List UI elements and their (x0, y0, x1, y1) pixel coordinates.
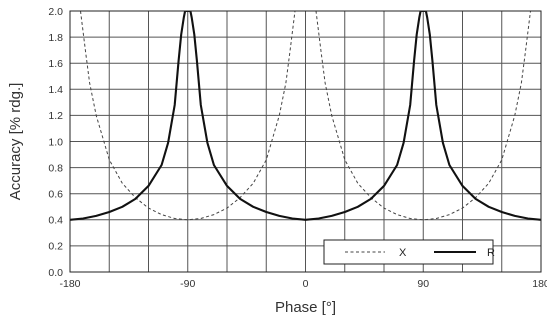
y-tick-labels: 0.0 0.2 0.4 0.6 0.8 1.0 1.2 1.4 1.6 1.8 2.0 (48, 6, 63, 279)
x-tick-label: 90 (417, 278, 429, 290)
y-tick-label: 1.6 (48, 58, 63, 70)
plot-frame (69, 10, 542, 273)
y-tick-label: 1.2 (48, 110, 63, 122)
x-tick-labels: -180 -90 0 90 180 (59, 278, 547, 290)
grid (69, 10, 542, 273)
y-tick-label: 2.0 (48, 6, 63, 18)
y-tick-label: 0.6 (48, 189, 63, 201)
y-tick-label: 1.0 (48, 136, 63, 148)
x-axis-label: Phase [°] (275, 299, 336, 316)
y-tick-label: 1.4 (48, 84, 63, 96)
x-tick-label: -180 (59, 278, 80, 290)
y-tick-label: 0.0 (48, 267, 63, 279)
x-tick-label: -90 (180, 278, 195, 290)
x-tick-label: 180 (532, 278, 547, 290)
legend: X R (323, 239, 495, 265)
series-line-r (70, 11, 541, 221)
y-tick-label: 1.8 (48, 32, 63, 44)
series-layer (70, 11, 541, 221)
legend-label-r: R (487, 247, 495, 259)
x-tick-label: 0 (303, 278, 309, 290)
legend-label-x: X (399, 247, 407, 259)
y-axis-label: Accuracy [% rdg.] (7, 83, 24, 201)
y-tick-label: 0.4 (48, 215, 63, 227)
y-tick-label: 0.8 (48, 162, 63, 174)
y-tick-label: 0.2 (48, 241, 63, 253)
